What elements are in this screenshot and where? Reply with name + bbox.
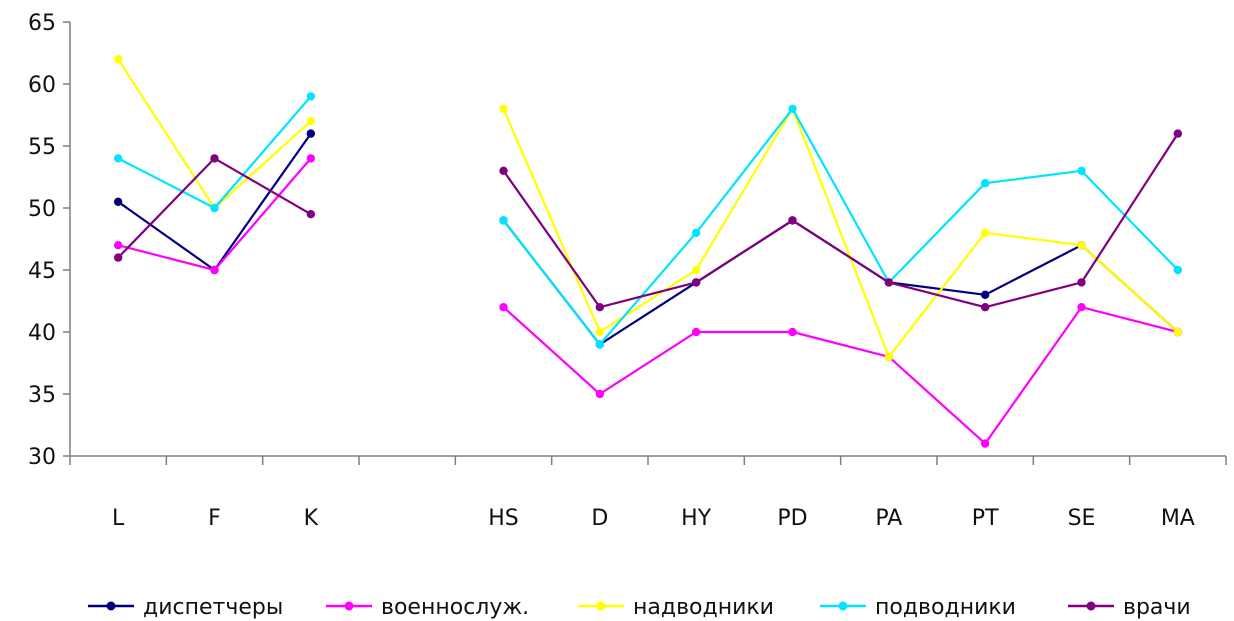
data-point <box>113 154 123 163</box>
data-point <box>980 228 990 237</box>
data-point <box>306 117 316 126</box>
y-tick-label: 40 <box>28 321 56 346</box>
series-1 <box>113 129 1183 349</box>
series-4 <box>113 92 1183 349</box>
y-tick-label: 50 <box>28 197 56 222</box>
data-point <box>691 278 701 287</box>
data-point <box>113 253 123 262</box>
y-tick-label: 55 <box>28 135 56 160</box>
data-point <box>884 352 894 361</box>
data-point <box>210 154 219 163</box>
legend-label: врачи <box>1123 595 1191 620</box>
legend-marker <box>838 601 848 611</box>
series-line <box>117 58 312 210</box>
series-3 <box>113 55 1183 361</box>
y-tick-label: 65 <box>28 11 56 36</box>
x-tick-label: D <box>591 506 608 531</box>
data-point <box>595 389 605 399</box>
data-point <box>306 154 316 163</box>
legend-item-3: надводники <box>578 595 774 620</box>
data-point <box>980 290 990 299</box>
series-line <box>502 107 1179 346</box>
x-tick-label: HS <box>488 506 519 531</box>
data-point <box>595 303 605 312</box>
data-point <box>691 327 701 337</box>
legend-marker <box>106 601 116 611</box>
x-tick-label: PT <box>972 506 999 531</box>
series-line <box>502 107 1179 358</box>
series-line <box>502 306 1179 445</box>
legend-marker <box>596 601 606 611</box>
data-point <box>1077 278 1086 287</box>
data-point <box>113 241 123 250</box>
data-point <box>210 265 219 275</box>
x-tick-label: F <box>208 506 221 531</box>
y-tick-label: 30 <box>28 445 56 470</box>
data-point <box>788 104 797 114</box>
data-point <box>595 340 605 349</box>
y-tick-label: 35 <box>28 383 56 408</box>
y-tick-label: 60 <box>28 73 56 98</box>
data-point <box>691 265 701 275</box>
legend-marker <box>1086 601 1096 611</box>
data-point <box>499 166 508 175</box>
data-point <box>499 104 508 114</box>
data-point <box>980 179 990 188</box>
data-point <box>1077 241 1086 250</box>
data-point <box>499 216 508 225</box>
series-5 <box>113 129 1183 312</box>
data-point <box>210 203 219 213</box>
legend-item-1: диспетчеры <box>88 595 283 620</box>
legend-item-5: врачи <box>1068 595 1191 620</box>
y-tick-label: 45 <box>28 259 56 284</box>
series-line <box>117 132 312 272</box>
data-point <box>1077 166 1086 175</box>
data-point <box>1173 265 1183 275</box>
data-point <box>788 327 797 337</box>
data-point <box>691 228 701 237</box>
x-tick-label: PA <box>875 506 902 531</box>
data-point <box>1173 327 1183 337</box>
x-tick-label: HY <box>681 506 712 531</box>
data-point <box>980 303 990 312</box>
legend-item-4: подводники <box>820 595 1016 620</box>
legend-label: надводники <box>633 595 774 620</box>
data-point <box>113 55 123 64</box>
x-tick-label: SE <box>1068 506 1096 531</box>
legend-marker <box>344 601 354 611</box>
legend-label: диспетчеры <box>143 595 283 620</box>
x-tick-label: MA <box>1161 506 1195 531</box>
x-tick-label: L <box>112 506 125 531</box>
data-point <box>499 303 508 312</box>
x-tick-label: PD <box>777 506 807 531</box>
data-point <box>595 327 605 337</box>
data-point <box>884 278 894 287</box>
data-point <box>980 439 990 448</box>
x-tick-label: K <box>304 506 319 531</box>
data-point <box>306 129 316 138</box>
series-line <box>502 133 1179 309</box>
legend-item-2: военнослуж. <box>326 595 529 620</box>
data-point <box>1173 129 1183 138</box>
legend-label: подводники <box>875 595 1016 620</box>
data-point <box>113 197 123 206</box>
data-point <box>306 92 316 101</box>
legend-label: военнослуж. <box>381 595 529 620</box>
data-point <box>306 210 316 219</box>
data-point <box>1077 303 1086 312</box>
series-line <box>502 219 1179 346</box>
data-point <box>788 216 797 225</box>
